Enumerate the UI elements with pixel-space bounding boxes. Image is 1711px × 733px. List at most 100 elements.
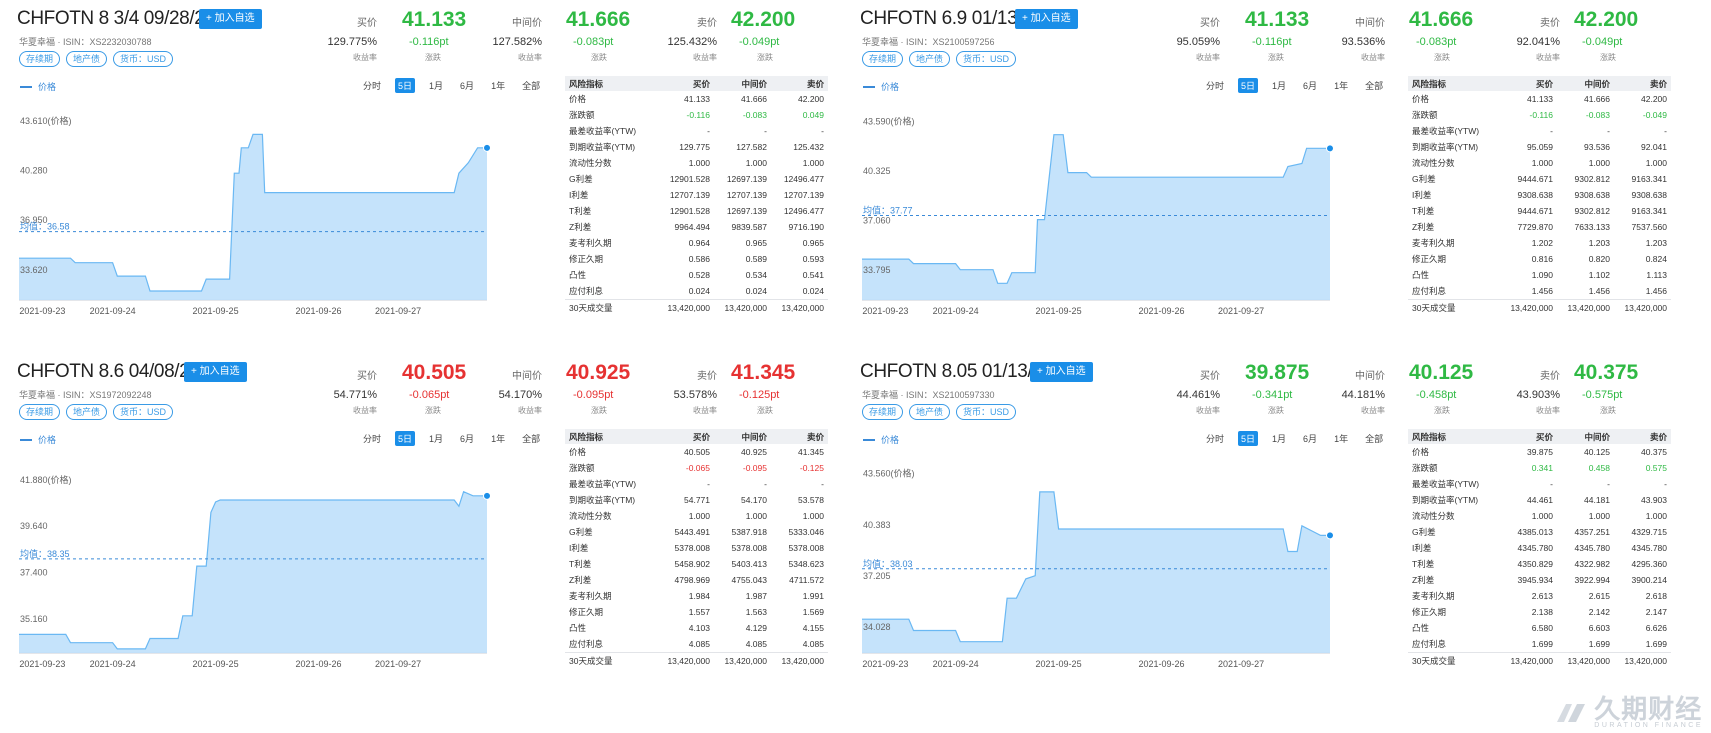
range-intraday[interactable]: 分时	[1206, 434, 1225, 444]
tag-sector[interactable]: 地产债	[909, 404, 951, 420]
ask-change-label: 涨跌	[1600, 53, 1616, 62]
last-price-point[interactable]	[483, 143, 491, 152]
metric-label: 30天成交量	[1408, 299, 1501, 316]
metric-label: 最差收益率(YTW)	[569, 479, 637, 489]
range-6m[interactable]: 6月	[460, 434, 475, 444]
metric-value: -0.095	[742, 463, 767, 473]
x-tick-label: 2021-09-23	[862, 306, 908, 316]
range-intraday[interactable]: 分时	[1206, 81, 1225, 91]
range-1m[interactable]: 1月	[1272, 434, 1287, 444]
tag-currency[interactable]: 货币：USD	[956, 51, 1017, 67]
bid-price: 41.133	[402, 8, 467, 31]
range-1m[interactable]: 1月	[1272, 81, 1287, 91]
range-all[interactable]: 全部	[1365, 81, 1384, 91]
ask-label: 卖价	[1540, 18, 1560, 29]
table-row: 麦考利久期 2.613 2.615 2.618	[1408, 588, 1671, 604]
range-all[interactable]: 全部	[522, 81, 541, 91]
last-price-point[interactable]	[483, 491, 491, 500]
bond-panel: CHFOTN 6.9 01/13/23 + 加入自选 华夏幸福 · ISIN：X…	[860, 4, 1710, 359]
table-header-cell: 卖价	[771, 76, 828, 91]
tag-status[interactable]: 存续期	[19, 51, 61, 67]
ask-label: 卖价	[697, 18, 717, 29]
metric-value: 4329.715	[1631, 527, 1667, 537]
metric-value: 1.102	[1588, 270, 1610, 280]
tag-status[interactable]: 存续期	[19, 404, 61, 420]
metric-value: 13,420,000	[771, 299, 828, 316]
table-row: 价格 40.505 40.925 41.345	[565, 444, 828, 460]
chart-legend[interactable]: 价格	[20, 80, 56, 93]
ask-price: 40.375	[1574, 361, 1639, 384]
price-chart[interactable]: 43.590(价格) 40.325 37.060 33.795 均值：37.77 2021…	[860, 92, 1380, 322]
x-tick-label: 2021-09-26	[1138, 306, 1184, 316]
price-chart[interactable]: 41.880(价格) 39.640 37.400 35.160 均值：38.35 2021…	[17, 445, 537, 675]
metric-label: 麦考利久期	[1412, 591, 1455, 601]
tag-sector[interactable]: 地产债	[66, 51, 108, 67]
range-1m[interactable]: 1月	[429, 81, 444, 91]
metric-value: 0.593	[802, 254, 824, 264]
legend-label: 价格	[38, 435, 57, 445]
tag-status[interactable]: 存续期	[862, 51, 904, 67]
table-row: 流动性分数 1.000 1.000 1.000	[565, 155, 828, 171]
metric-label: 到期收益率(YTM)	[1412, 495, 1479, 505]
range-5d[interactable]: 5日	[1238, 78, 1259, 93]
range-1y[interactable]: 1年	[1334, 434, 1349, 444]
chart-legend[interactable]: 价格	[863, 433, 899, 446]
range-intraday[interactable]: 分时	[363, 434, 382, 444]
range-all[interactable]: 全部	[522, 434, 541, 444]
metric-value: 4.103	[688, 623, 710, 633]
range-all[interactable]: 全部	[1365, 434, 1384, 444]
add-watchlist-button[interactable]: + 加入自选	[184, 362, 247, 382]
metric-value: 0.528	[688, 270, 710, 280]
metric-label: 价格	[1412, 447, 1430, 457]
legend-swatch	[863, 438, 875, 441]
tag-currency[interactable]: 货币：USD	[113, 404, 174, 420]
range-6m[interactable]: 6月	[1303, 81, 1318, 91]
watermark: 久期财经 DURATION FINANCE	[1554, 696, 1703, 729]
range-5d[interactable]: 5日	[395, 431, 416, 446]
table-header-cell: 风险指标	[565, 429, 658, 444]
tag-currency[interactable]: 货币：USD	[113, 51, 174, 67]
add-watchlist-button[interactable]: + 加入自选	[199, 9, 262, 29]
tag-status[interactable]: 存续期	[862, 404, 904, 420]
tag-sector[interactable]: 地产债	[909, 51, 951, 67]
metric-value: 12496.477	[783, 206, 824, 216]
range-1m[interactable]: 1月	[429, 434, 444, 444]
y-tick-label: 40.325	[863, 166, 891, 176]
x-tick-label: 2021-09-26	[1138, 659, 1184, 669]
metric-label: 凸性	[1412, 623, 1430, 633]
metric-value: 1.000	[1588, 511, 1610, 521]
range-5d[interactable]: 5日	[395, 78, 416, 93]
table-row: 价格 41.133 41.666 42.200	[1408, 91, 1671, 107]
tag-currency[interactable]: 货币：USD	[956, 404, 1017, 420]
price-chart[interactable]: 43.610(价格) 40.280 36.950 33.620 均值：36.58 2021…	[17, 92, 537, 322]
range-1y[interactable]: 1年	[1334, 81, 1349, 91]
table-header-cell: 风险指标	[1408, 429, 1501, 444]
metric-label: 流动性分数	[569, 511, 612, 521]
ask-change-label: 涨跌	[1600, 406, 1616, 415]
range-6m[interactable]: 6月	[1303, 434, 1318, 444]
price-chart[interactable]: 43.560(价格) 40.383 37.205 34.028 均值：38.03 2021…	[860, 445, 1380, 675]
last-price-point[interactable]	[1326, 144, 1334, 153]
add-watchlist-button[interactable]: + 加入自选	[1030, 362, 1093, 382]
range-1y[interactable]: 1年	[491, 81, 506, 91]
x-tick-label: 2021-09-25	[193, 659, 239, 669]
ask-price: 42.200	[1574, 8, 1639, 31]
last-price-point[interactable]	[1326, 531, 1334, 540]
metric-value: 40.925	[741, 447, 767, 457]
chart-legend[interactable]: 价格	[20, 433, 56, 446]
range-5d[interactable]: 5日	[1238, 431, 1259, 446]
table-row: Z利差 4798.969 4755.043 4711.572	[565, 572, 828, 588]
metric-value: 13,420,000	[1501, 652, 1557, 669]
table-header-cell: 中间价	[714, 76, 771, 91]
metric-value: 0.586	[688, 254, 710, 264]
metric-value: 12707.139	[669, 190, 710, 200]
add-watchlist-button[interactable]: + 加入自选	[1015, 9, 1078, 29]
chart-legend[interactable]: 价格	[863, 80, 899, 93]
range-intraday[interactable]: 分时	[363, 81, 382, 91]
table-row: 麦考利久期 1.984 1.987 1.991	[565, 588, 828, 604]
range-6m[interactable]: 6月	[460, 81, 475, 91]
range-1y[interactable]: 1年	[491, 434, 506, 444]
x-tick-label: 2021-09-27	[375, 659, 421, 669]
tag-sector[interactable]: 地产债	[66, 404, 108, 420]
metric-value: 2.147	[1645, 607, 1667, 617]
